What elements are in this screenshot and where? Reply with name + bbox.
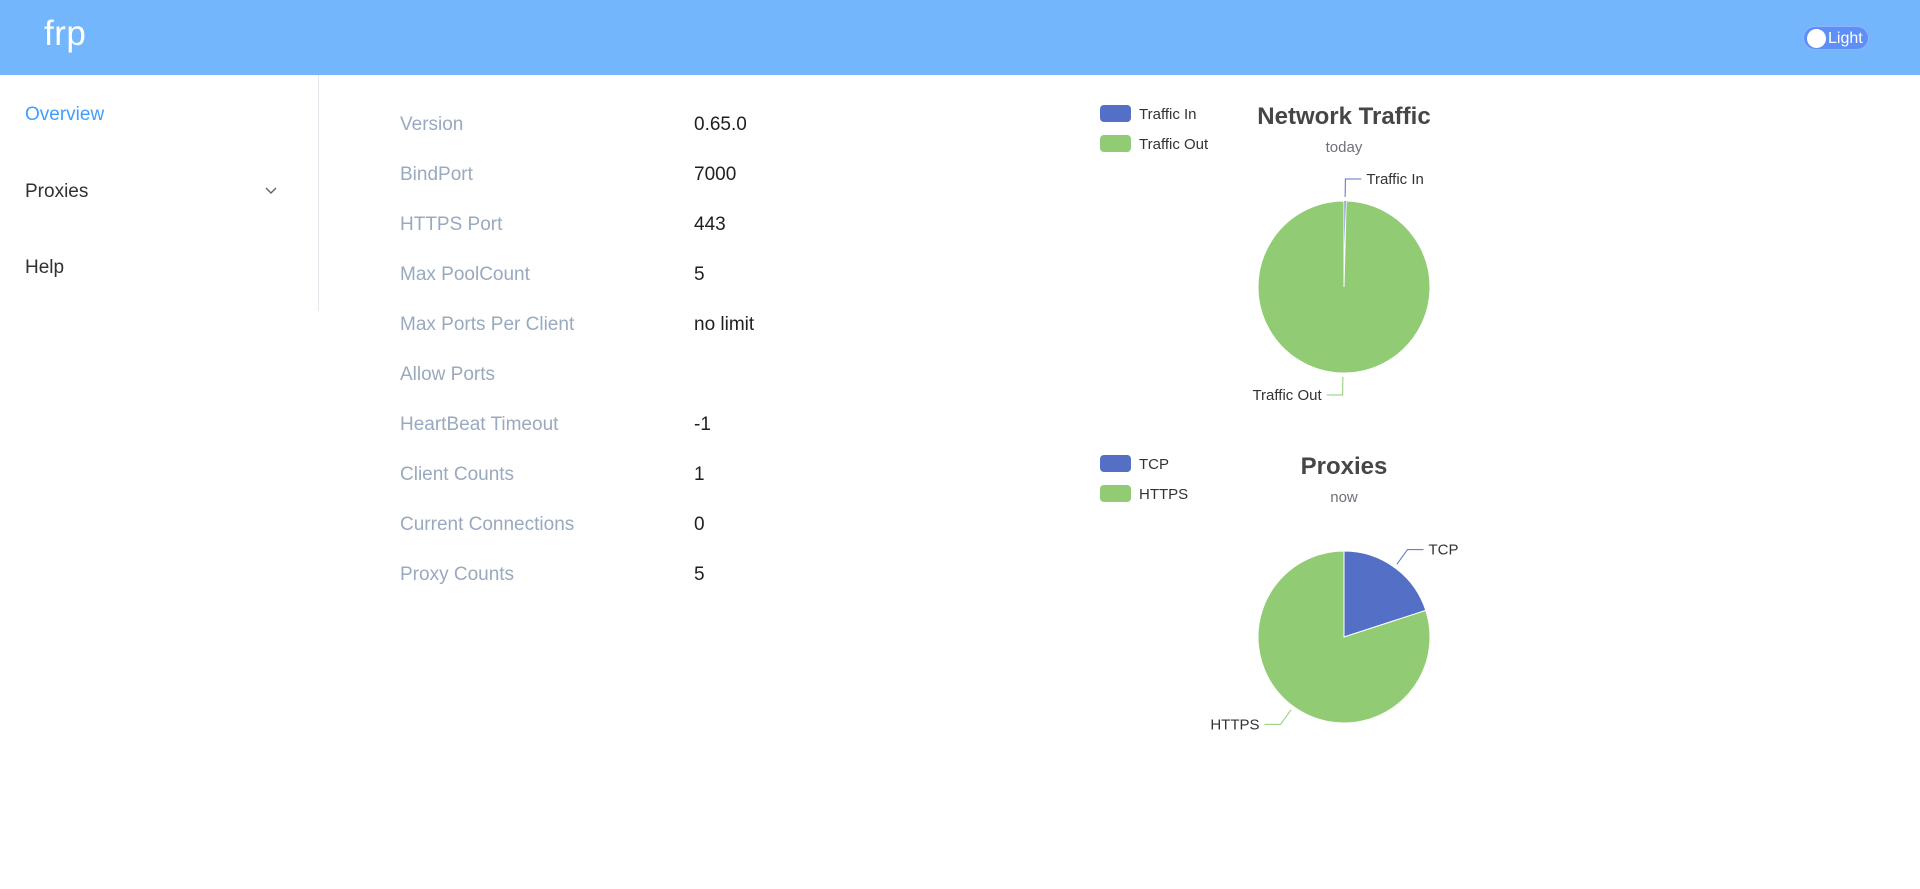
info-key: Current Connections (400, 514, 575, 535)
chart-subtitle: now (1330, 489, 1358, 506)
info-row-current-connections: Current Connections 0 (400, 514, 920, 538)
info-key: Max Ports Per Client (400, 314, 575, 335)
info-key: BindPort (400, 164, 473, 185)
proxies-chart: Proxies now TCP HTTPS TCP HTTPS (1090, 440, 1610, 770)
legend-swatch-https[interactable] (1100, 485, 1131, 502)
info-value: no limit (694, 314, 755, 335)
label-leader-line (1264, 709, 1292, 725)
sidebar-item-proxies[interactable]: Proxies (25, 181, 89, 202)
pie-slice-https[interactable] (1257, 550, 1431, 724)
label-leader-line (1344, 178, 1362, 198)
chevron-down-icon[interactable] (264, 184, 278, 198)
slice-labels: Traffic In Traffic Out (1252, 171, 1423, 404)
slice-label-https: HTTPS (1210, 716, 1259, 733)
info-key: Max PoolCount (400, 264, 530, 285)
info-row-heartbeat-timeout: HeartBeat Timeout -1 (400, 414, 920, 438)
info-key: Allow Ports (400, 364, 496, 385)
legend-label-traffic-in[interactable]: Traffic In (1139, 106, 1197, 123)
info-row-bindport: BindPort 7000 (400, 164, 920, 188)
info-value: 0.65.0 (694, 114, 747, 135)
theme-toggle-switch[interactable]: Light (1803, 26, 1869, 50)
chart-legend: Traffic In Traffic Out (1100, 105, 1209, 153)
chart-title: Network Traffic (1257, 103, 1430, 130)
top-header: frp Light (0, 0, 1920, 75)
slice-labels: TCP HTTPS (1210, 542, 1458, 734)
legend-swatch-tcp[interactable] (1100, 455, 1131, 472)
info-value: 7000 (694, 164, 737, 185)
info-key: HTTPS Port (400, 214, 503, 235)
legend-label-traffic-out[interactable]: Traffic Out (1139, 136, 1209, 153)
slice-label-traffic-in: Traffic In (1366, 171, 1424, 188)
label-leader-line (1396, 549, 1424, 565)
info-value: 443 (694, 214, 726, 235)
sidebar-menu: Overview Proxies Help (0, 75, 319, 311)
chart-legend: TCP HTTPS (1100, 455, 1188, 503)
pie-slice-tcp[interactable] (1343, 550, 1427, 638)
sidebar-item-help[interactable]: Help (25, 257, 65, 278)
legend-label-tcp[interactable]: TCP (1139, 456, 1169, 473)
slice-label-tcp: TCP (1428, 542, 1458, 559)
legend-swatch-traffic-in[interactable] (1100, 105, 1131, 122)
info-value: -1 (694, 414, 711, 435)
network-traffic-pie: Network Traffic today Traffic InTraffic … (1100, 103, 1431, 404)
label-leader-line (1326, 376, 1344, 396)
proxies-pie: Proxies now TCP HTTPS TCP HTTPS (1100, 453, 1458, 734)
sidebar-item-overview[interactable]: Overview (25, 104, 105, 125)
pie-slices (1257, 200, 1431, 374)
toggle-knob (1807, 29, 1826, 48)
info-key: Proxy Counts (400, 564, 515, 585)
slice-label-traffic-out: Traffic Out (1252, 387, 1322, 404)
legend-swatch-traffic-out[interactable] (1100, 135, 1131, 152)
network-traffic-chart: Network Traffic today Traffic In Traffic … (1090, 90, 1610, 420)
info-row-https-port: HTTPS Port 443 (400, 214, 920, 238)
legend-label-https[interactable]: HTTPS (1139, 486, 1188, 503)
pie-slices (1257, 550, 1431, 724)
info-row-client-counts: Client Counts 1 (400, 464, 920, 488)
pie-slice-traffic-out[interactable] (1257, 200, 1431, 374)
info-row-proxy-counts: Proxy Counts 5 (400, 564, 920, 588)
info-value: 1 (694, 464, 705, 485)
info-row-max-ports-per-client: Max Ports Per Client no limit (400, 314, 920, 338)
info-value: 5 (694, 264, 705, 285)
info-row-max-poolcount: Max PoolCount 5 (400, 264, 920, 288)
info-key: Client Counts (400, 464, 515, 485)
theme-toggle-label: Light (1828, 30, 1863, 47)
info-row-allow-ports: Allow Ports (400, 364, 920, 388)
info-value: 0 (694, 514, 705, 535)
info-row-version: Version 0.65.0 (400, 114, 920, 138)
brand-logo[interactable]: frp (44, 14, 87, 53)
info-key: Version (400, 114, 464, 135)
chart-subtitle: today (1326, 139, 1363, 156)
info-value: 5 (694, 564, 705, 585)
chart-title: Proxies (1301, 453, 1388, 480)
info-key: HeartBeat Timeout (400, 414, 559, 435)
